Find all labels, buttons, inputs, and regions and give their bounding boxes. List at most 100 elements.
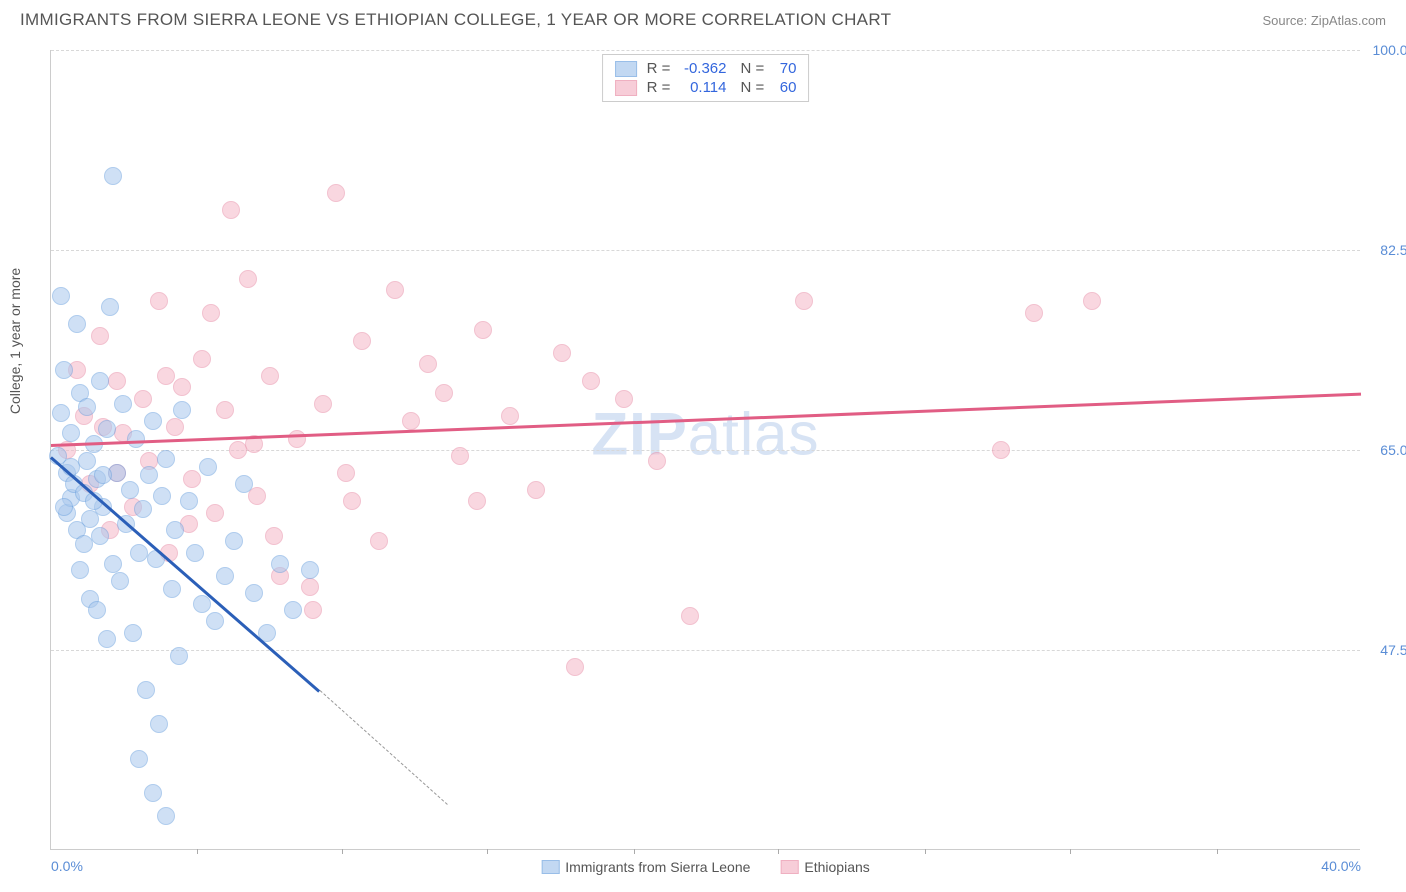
data-point-sierra_leone [91, 372, 109, 390]
data-point-ethiopians [265, 527, 283, 545]
data-point-sierra_leone [121, 481, 139, 499]
trendline-ethiopians [51, 393, 1361, 447]
y-tick-label: 65.0% [1365, 442, 1406, 458]
data-point-ethiopians [157, 367, 175, 385]
swatch-icon [780, 860, 798, 874]
data-point-ethiopians [222, 201, 240, 219]
data-point-sierra_leone [193, 595, 211, 613]
data-point-ethiopians [1025, 304, 1043, 322]
x-minor-tick [925, 849, 926, 854]
data-point-sierra_leone [68, 315, 86, 333]
y-tick-label: 47.5% [1365, 642, 1406, 658]
data-point-sierra_leone [55, 361, 73, 379]
chart-title: IMMIGRANTS FROM SIERRA LEONE VS ETHIOPIA… [20, 10, 891, 30]
legend-stats-text: R = -0.362N = 70 [647, 60, 797, 77]
data-point-ethiopians [288, 430, 306, 448]
data-point-ethiopians [229, 441, 247, 459]
data-point-ethiopians [553, 344, 571, 362]
data-point-sierra_leone [130, 544, 148, 562]
data-point-ethiopians [468, 492, 486, 510]
data-point-sierra_leone [235, 475, 253, 493]
data-point-ethiopians [108, 372, 126, 390]
data-point-ethiopians [166, 418, 184, 436]
data-point-sierra_leone [52, 404, 70, 422]
data-point-sierra_leone [180, 492, 198, 510]
data-point-ethiopians [1083, 292, 1101, 310]
y-tick-label: 100.0% [1365, 42, 1406, 58]
data-point-ethiopians [183, 470, 201, 488]
data-point-ethiopians [314, 395, 332, 413]
data-point-sierra_leone [124, 624, 142, 642]
data-point-ethiopians [501, 407, 519, 425]
legend-stats-row: R = -0.362N = 70 [615, 59, 797, 78]
data-point-ethiopians [615, 390, 633, 408]
data-point-sierra_leone [157, 807, 175, 825]
data-point-ethiopians [582, 372, 600, 390]
data-point-ethiopians [202, 304, 220, 322]
data-point-ethiopians [337, 464, 355, 482]
data-point-sierra_leone [166, 521, 184, 539]
data-point-ethiopians [239, 270, 257, 288]
data-point-ethiopians [150, 292, 168, 310]
data-point-sierra_leone [157, 450, 175, 468]
gridline-h [51, 50, 1360, 51]
trendline-extrap-sierra_leone [319, 690, 447, 805]
data-point-ethiopians [343, 492, 361, 510]
source-label: Source: ZipAtlas.com [1262, 13, 1386, 28]
watermark: ZIPatlas [591, 399, 819, 468]
data-point-ethiopians [992, 441, 1010, 459]
data-point-ethiopians [216, 401, 234, 419]
data-point-ethiopians [566, 658, 584, 676]
data-point-sierra_leone [78, 452, 96, 470]
data-point-sierra_leone [62, 424, 80, 442]
legend-stats: R = -0.362N = 70R = 0.114N = 60 [602, 54, 810, 102]
header: IMMIGRANTS FROM SIERRA LEONE VS ETHIOPIA… [0, 0, 1406, 36]
data-point-ethiopians [327, 184, 345, 202]
legend-series-label: Ethiopians [804, 859, 869, 875]
data-point-sierra_leone [206, 612, 224, 630]
data-point-sierra_leone [101, 298, 119, 316]
data-point-sierra_leone [127, 430, 145, 448]
plot-area: ZIPatlas 47.5%65.0%82.5%100.0%0.0%40.0%R… [50, 50, 1360, 850]
data-point-ethiopians [795, 292, 813, 310]
data-point-ethiopians [206, 504, 224, 522]
chart-container: College, 1 year or more ZIPatlas 47.5%65… [50, 50, 1360, 850]
data-point-sierra_leone [245, 584, 263, 602]
data-point-sierra_leone [111, 572, 129, 590]
data-point-ethiopians [370, 532, 388, 550]
legend-series-label: Immigrants from Sierra Leone [565, 859, 750, 875]
legend-series: Immigrants from Sierra Leone Ethiopians [541, 859, 870, 875]
data-point-ethiopians [681, 607, 699, 625]
data-point-ethiopians [386, 281, 404, 299]
legend-series-item: Ethiopians [780, 859, 869, 875]
data-point-ethiopians [134, 390, 152, 408]
x-minor-tick [197, 849, 198, 854]
gridline-h [51, 650, 1360, 651]
data-point-ethiopians [402, 412, 420, 430]
data-point-sierra_leone [104, 555, 122, 573]
data-point-ethiopians [304, 601, 322, 619]
data-point-sierra_leone [75, 535, 93, 553]
data-point-ethiopians [419, 355, 437, 373]
x-tick-label: 0.0% [51, 858, 83, 874]
data-point-ethiopians [353, 332, 371, 350]
data-point-sierra_leone [186, 544, 204, 562]
data-point-ethiopians [648, 452, 666, 470]
data-point-ethiopians [193, 350, 211, 368]
data-point-sierra_leone [271, 555, 289, 573]
data-point-ethiopians [91, 327, 109, 345]
data-point-sierra_leone [216, 567, 234, 585]
data-point-sierra_leone [91, 527, 109, 545]
data-point-sierra_leone [153, 487, 171, 505]
data-point-sierra_leone [140, 466, 158, 484]
data-point-ethiopians [451, 447, 469, 465]
x-minor-tick [634, 849, 635, 854]
data-point-sierra_leone [134, 500, 152, 518]
data-point-sierra_leone [71, 561, 89, 579]
data-point-sierra_leone [150, 715, 168, 733]
data-point-sierra_leone [98, 420, 116, 438]
data-point-sierra_leone [55, 498, 73, 516]
y-tick-label: 82.5% [1365, 242, 1406, 258]
data-point-sierra_leone [114, 395, 132, 413]
data-point-sierra_leone [163, 580, 181, 598]
